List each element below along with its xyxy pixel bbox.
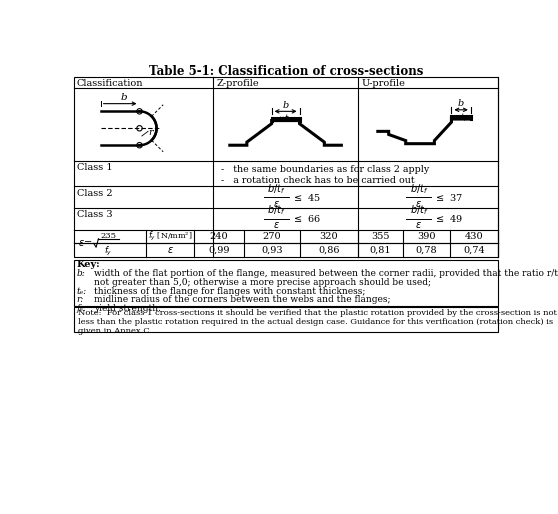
Text: 0,81: 0,81 — [370, 246, 391, 255]
Text: 0,93: 0,93 — [261, 246, 283, 255]
Text: $b/t_f$: $b/t_f$ — [267, 182, 286, 196]
Text: $t_f$: $t_f$ — [460, 111, 468, 124]
Text: 0,99: 0,99 — [208, 246, 230, 255]
Text: -   a rotation check has to be carried out: - a rotation check has to be carried out — [221, 176, 415, 185]
Text: yield strength.: yield strength. — [94, 304, 161, 313]
Text: $b/t_f$: $b/t_f$ — [410, 182, 428, 196]
Text: Class 3: Class 3 — [76, 210, 112, 219]
Text: b:: b: — [76, 269, 85, 278]
Text: $\leq$ 49: $\leq$ 49 — [434, 213, 463, 224]
Text: $\varepsilon$: $\varepsilon$ — [273, 221, 280, 230]
Text: $f_y$ [N/mm²]: $f_y$ [N/mm²] — [148, 230, 193, 243]
Text: $\varepsilon$: $\varepsilon$ — [415, 199, 422, 209]
Text: U-profile: U-profile — [361, 79, 405, 87]
Text: $\varepsilon\! =$: $\varepsilon\! =$ — [78, 238, 93, 248]
Text: Key:: Key: — [76, 260, 100, 269]
Text: $t_f$: $t_f$ — [284, 113, 292, 125]
Bar — [74, 77, 498, 258]
Text: width of the flat portion of the flange, measured between the corner radii, prov: width of the flat portion of the flange,… — [94, 269, 558, 278]
Text: $\leq$ 45: $\leq$ 45 — [292, 192, 320, 203]
Text: Note:  For class 1 cross-sections it should be verified that the plastic rotatio: Note: For class 1 cross-sections it shou… — [78, 309, 557, 335]
Text: b: b — [458, 99, 464, 108]
Text: 0,86: 0,86 — [318, 246, 340, 255]
Text: not greater than 5,0; otherwise a more precise approach should be used;: not greater than 5,0; otherwise a more p… — [94, 278, 431, 287]
Text: b: b — [282, 101, 288, 110]
Text: $b/t_f$: $b/t_f$ — [410, 204, 428, 217]
Text: b: b — [121, 93, 127, 102]
Text: midline radius of the corners between the webs and the flanges;: midline radius of the corners between th… — [94, 296, 390, 304]
Text: $f_y$: $f_y$ — [104, 245, 113, 258]
Text: 390: 390 — [417, 232, 435, 241]
Text: r: r — [149, 127, 153, 137]
Text: r:: r: — [76, 296, 84, 304]
Text: 235: 235 — [100, 232, 117, 241]
Text: 320: 320 — [320, 232, 338, 241]
Text: 355: 355 — [371, 232, 390, 241]
Text: 270: 270 — [263, 232, 281, 241]
Text: $\varepsilon$: $\varepsilon$ — [167, 245, 174, 255]
Text: $\varepsilon$: $\varepsilon$ — [415, 221, 422, 230]
Text: Table 5-1: Classification of cross-sections: Table 5-1: Classification of cross-secti… — [149, 65, 423, 78]
Text: $b/t_f$: $b/t_f$ — [267, 204, 286, 217]
Text: Z-profile: Z-profile — [217, 79, 259, 87]
Text: 0,74: 0,74 — [463, 246, 485, 255]
Text: Classification: Classification — [76, 79, 143, 87]
Text: 240: 240 — [210, 232, 228, 241]
Text: Class 2: Class 2 — [76, 189, 112, 198]
Bar — [74, 306, 498, 332]
Text: thickness of the flange for flanges with constant thickness;: thickness of the flange for flanges with… — [94, 286, 365, 296]
Text: -   the same boundaries as for class 2 apply: - the same boundaries as for class 2 app… — [221, 165, 429, 174]
Text: 0,78: 0,78 — [416, 246, 437, 255]
Text: $\leq$ 37: $\leq$ 37 — [434, 192, 463, 203]
Text: tₑ:: tₑ: — [76, 286, 87, 296]
Text: fₑ:: fₑ: — [76, 304, 86, 313]
Bar — [74, 260, 498, 306]
Text: $\leq$ 66: $\leq$ 66 — [292, 213, 320, 224]
Text: $\varepsilon$: $\varepsilon$ — [273, 199, 280, 209]
Text: Class 1: Class 1 — [76, 163, 112, 172]
Text: 430: 430 — [465, 232, 483, 241]
